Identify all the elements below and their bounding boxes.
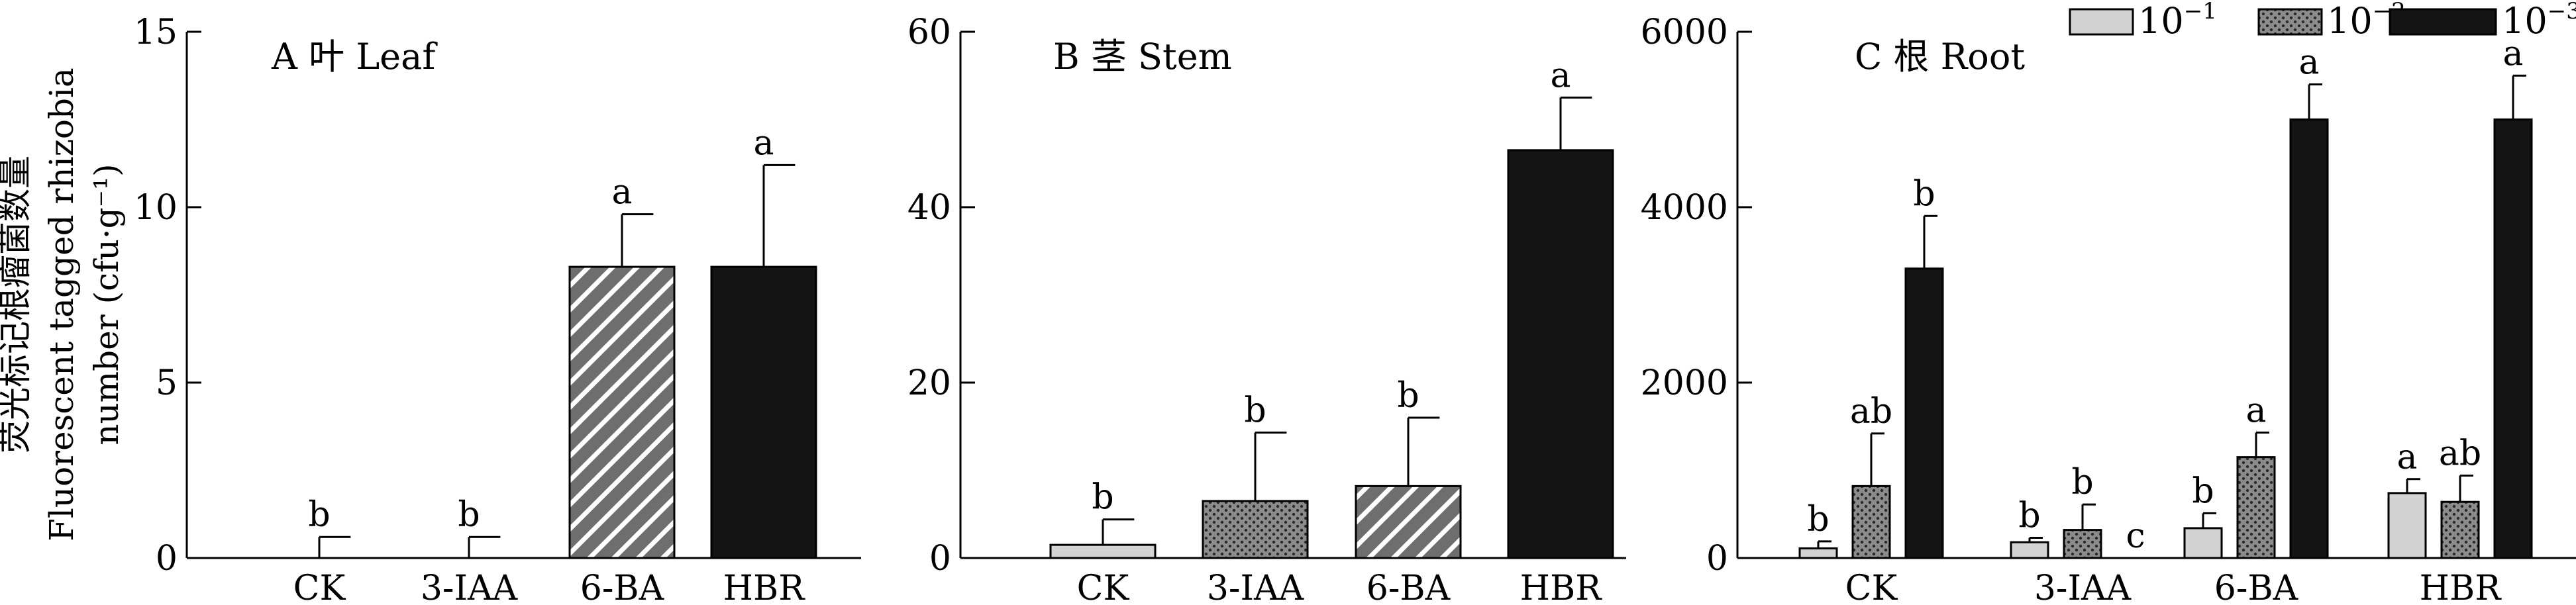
significance-letter: a [2298,43,2319,83]
significance-letter: a [753,123,774,163]
significance-letter: b [458,495,480,535]
panel-title: A 叶 Leaf [271,36,438,77]
significance-letter: b [1913,174,1935,214]
y-tick-label: 6000 [1641,13,1728,52]
bar [2289,118,2329,559]
bar [1507,149,1614,559]
y-tick-label: 5 [156,363,178,403]
significance-letter: b [1397,376,1419,416]
significance-letter: b [1807,500,1829,539]
legend: 10−1 10−2 10−3 [2069,0,2576,42]
y-axis-label: 荧光标记根瘤菌数量 Fluorescent tagged rhizobia nu… [0,68,126,541]
significance-letter: b [1244,391,1266,431]
x-tick-label: HBR [1520,569,1603,605]
y-tick-label: 4000 [1641,188,1728,228]
legend-swatch-1 [2069,8,2134,36]
y-tick-label: 2000 [1641,363,1728,403]
x-tick-label: HBR [723,569,806,605]
bar [2493,118,2533,559]
bar [710,265,817,559]
y-axis-label-line-2: Fluorescent tagged rhizobia [42,68,81,541]
y-tick-label: 60 [907,13,951,52]
panel-title: C 根 Root [1855,36,2025,77]
bar [2183,527,2223,559]
significance-letter: a [2502,34,2523,73]
bar [1202,500,1309,559]
x-tick-label: CK [1845,569,1898,605]
significance-letter: b [2071,463,2093,502]
bar [1904,267,1944,559]
x-tick-label: 3-IAA [421,569,519,605]
x-tick-label: HBR [2420,569,2502,605]
significance-letter: b [1092,478,1113,518]
bar [1851,485,1891,559]
significance-letter: b [2018,496,2040,536]
legend-label-1: 10−1 [2138,0,2217,42]
x-tick-label: CK [1077,569,1130,605]
bar [568,265,676,559]
x-tick-label: 3-IAA [2034,569,2132,605]
panel-2: 0 20 40 60 CK 3-IAA 6-BA HBR B 茎 Stem b b b a [907,13,1626,605]
legend-label-3: 10−3 [2502,0,2576,42]
y-tick-label: 40 [907,188,951,228]
bar [2063,529,2102,559]
y-tick-label: 10 [134,188,178,228]
significance-letter: a [611,173,632,212]
bar [2010,541,2049,559]
y-tick-label: 0 [1706,539,1728,579]
bar [1355,485,1462,559]
legend-swatch-2 [2257,8,2323,36]
significance-letter: a [2245,391,2266,431]
bar [2387,492,2427,559]
y-tick-label: 15 [134,13,178,52]
significance-letter: ab [2439,434,2481,473]
x-tick-label: 3-IAA [1207,569,1305,605]
panel-1: 0 5 10 15 CK 3-IAA 6-BA HBR A 叶 Leaf b b a a [134,13,861,605]
y-axis-label-line-3: number (cfu·g⁻¹) [87,163,126,445]
significance-letter: b [2192,471,2214,511]
bar [2236,456,2276,559]
y-axis-label-line-1: 荧光标记根瘤菌数量 [0,156,34,453]
x-tick-label: 6-BA [1366,569,1451,605]
panel-title: B 茎 Stem [1053,36,1232,77]
bar [1798,547,1838,559]
x-tick-label: CK [293,569,346,605]
bar [2440,500,2480,559]
y-tick-label: 0 [156,539,178,579]
y-tick-label: 0 [929,539,951,579]
significance-letter: a [1550,56,1571,95]
significance-letter: c [2126,516,2145,556]
x-tick-label: 6-BA [580,569,665,605]
significance-letter: b [308,495,330,535]
y-tick-label: 20 [907,363,951,403]
significance-letter: a [2396,438,2417,477]
bar [1049,543,1157,559]
x-tick-label: 6-BA [2214,569,2299,605]
legend-swatch-3 [2389,8,2497,36]
significance-letter: ab [1850,392,1892,432]
